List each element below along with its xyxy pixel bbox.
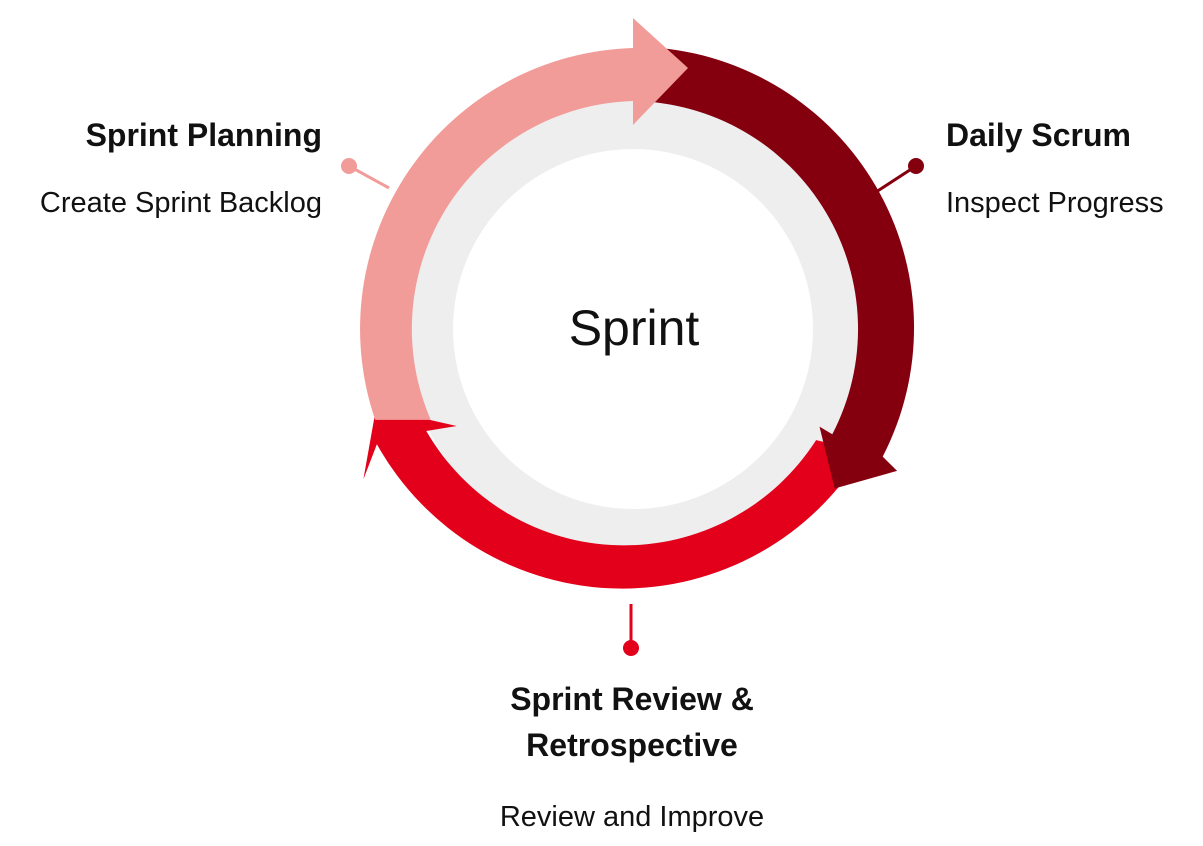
- center-label: Sprint: [568, 300, 700, 356]
- daily-connector-dot: [908, 158, 924, 174]
- planning-connector-dot: [341, 158, 357, 174]
- review-arc: [363, 407, 864, 589]
- daily-scrum-title: Daily Scrum: [946, 117, 1131, 153]
- sprint-review-title: Sprint Review & Retrospective: [510, 681, 754, 763]
- sprint-planning-description: Create Sprint Backlog: [39, 187, 322, 219]
- inner-disc: [453, 149, 813, 509]
- sprint-planning-title: Sprint Planning: [85, 117, 322, 153]
- sprint-review-description: Review and Improve: [499, 801, 765, 833]
- sprint-planning-arc: [360, 18, 688, 420]
- review-connector-dot: [623, 640, 639, 656]
- daily-scrum-description: Inspect Progress: [946, 187, 1164, 219]
- daily-scrum-arc: [633, 48, 915, 489]
